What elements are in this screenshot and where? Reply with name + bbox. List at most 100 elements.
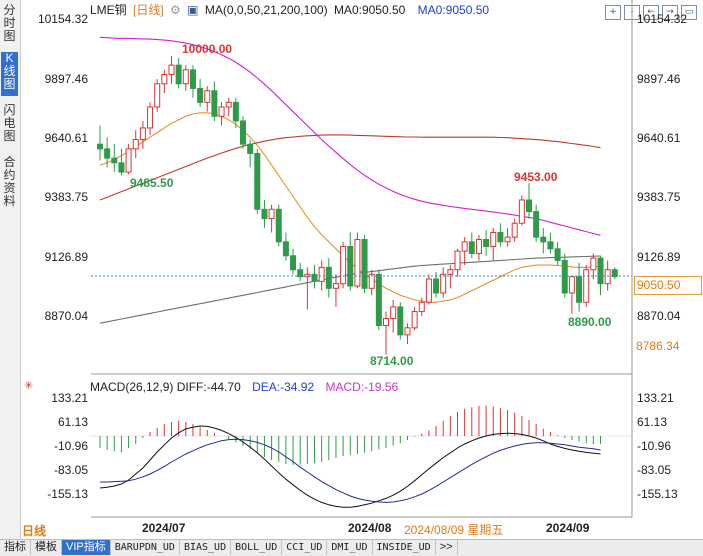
candle-body (597, 257, 604, 285)
candle-body (340, 245, 347, 285)
candle-body (518, 199, 525, 224)
tab-vip-indicators[interactable]: VIP指标 (62, 540, 111, 555)
tab-cci[interactable]: CCI_UD (282, 540, 328, 555)
candle-body (354, 239, 361, 287)
last-price-tag: 9050.50 (634, 276, 702, 295)
candle-body (232, 101, 239, 122)
tab-barupdn[interactable]: BARUPDN_UD (111, 540, 180, 555)
indicator-tab-bar: 指标 模板 VIP指标 BARUPDN_UD BIAS_UD BOLL_UD CCI_UD D… (0, 539, 703, 556)
macd-dea-line (100, 438, 601, 503)
candle-body (247, 143, 254, 154)
candle-body (332, 283, 339, 289)
zoom-in-button[interactable]: + (605, 5, 621, 20)
period-label[interactable]: 日线 (22, 524, 47, 538)
candle-body (568, 276, 575, 294)
tab-bias[interactable]: BIAS_UD (180, 540, 232, 555)
candle-body (268, 208, 275, 220)
x-selected-date: 2024/08/09 星期五 (404, 523, 504, 537)
candle-body (483, 239, 490, 247)
crosshair-icon[interactable]: ✳ (24, 380, 34, 392)
tab-boll[interactable]: BOLL_UD (231, 540, 283, 555)
candle-body (533, 211, 540, 238)
candle-body (440, 273, 447, 294)
candle-body (433, 278, 440, 294)
macd-tick-label: -83.05 (53, 463, 88, 477)
side-tab-bar: 分时图 K线图 闪电图 合约资料 (0, 0, 21, 540)
candle-body (318, 266, 325, 282)
candle-body (211, 90, 218, 117)
annotation-low3: 8890.00 (568, 315, 612, 329)
macd-tick-label-right: 61.13 (637, 415, 668, 429)
tab-kline[interactable]: K线图 (1, 52, 18, 96)
tab-more[interactable]: >> (436, 540, 458, 555)
indicator-icon[interactable]: ▣ (187, 3, 199, 17)
price-tick-label-right: 8870.04 (637, 309, 681, 323)
period-indicator[interactable]: [日线] (133, 3, 164, 17)
tab-timeshare[interactable]: 分时图 (3, 3, 16, 43)
candle-body (161, 73, 168, 85)
scroll-right-button[interactable]: → (662, 5, 678, 20)
macd-tick-label: -10.96 (53, 439, 88, 453)
candle-body (204, 90, 211, 103)
candle-body (225, 101, 232, 108)
tab-contract-info[interactable]: 合约资料 (3, 155, 16, 208)
macd-tick-label: -155.13 (47, 487, 88, 501)
candle-body (240, 120, 246, 145)
price-tick-label-right: 9383.75 (637, 190, 681, 204)
tab-indicators[interactable]: 指标 (0, 540, 31, 555)
candle-body (526, 199, 532, 213)
candle-body (290, 255, 297, 271)
macd-tick-label: 61.13 (57, 415, 88, 429)
candle-body (461, 241, 468, 252)
tab-inside[interactable]: INSIDE_UD (373, 540, 436, 555)
price-tick-label: 10154.32 (37, 12, 88, 26)
candle-body (282, 241, 289, 257)
settings-icon[interactable]: ⚙ (170, 3, 181, 17)
aux-price-label: 8786.34 (636, 339, 680, 353)
candle-body (504, 236, 511, 243)
macd-spec: MACD(26,12,9) (90, 380, 174, 394)
ma-line-darkred (99, 134, 601, 201)
tab-flash[interactable]: 闪电图 (3, 103, 16, 143)
candle-body (189, 69, 196, 89)
tab-dmi[interactable]: DMI_UD (327, 540, 373, 555)
macd-tick-label-right: -10.96 (637, 439, 672, 453)
price-tick-label: 9383.75 (44, 190, 88, 204)
x-tick-label: 2024/09 (546, 521, 590, 535)
candle-body (418, 301, 425, 313)
annotation-low2: 8714.00 (370, 354, 414, 368)
candle-body (297, 269, 304, 278)
scroll-left-button[interactable]: ← (643, 5, 659, 20)
candle-body (390, 306, 397, 320)
candle-body (104, 148, 111, 159)
macd-dea-value: DEA:-34.92 (252, 380, 315, 394)
candle-body (540, 236, 547, 243)
candle-body (125, 148, 132, 173)
candle-body (368, 273, 375, 289)
candle-body (168, 64, 175, 75)
price-tick-label: 8870.04 (44, 309, 88, 323)
annotation-high: 10000.00 (182, 42, 233, 56)
candle-body (404, 327, 411, 336)
maximize-button[interactable]: ▭ (681, 5, 697, 20)
candle-body (182, 69, 189, 85)
candle-body (490, 232, 497, 247)
annotation-peak2: 9453.00 (514, 170, 558, 184)
candle-body (497, 232, 504, 243)
candle-body (197, 87, 204, 103)
x-tick-label: 2024/08 (348, 521, 392, 535)
candle-body (361, 239, 368, 289)
x-tick-label: 2024/07 (142, 521, 186, 535)
macd-diff-value: DIFF:-44.70 (176, 380, 241, 394)
price-tick-label: 9640.61 (44, 131, 88, 145)
tab-templates[interactable]: 模板 (31, 540, 62, 555)
candle-body (97, 143, 103, 150)
candle-body (611, 269, 618, 278)
symbol-name: LME铜 (90, 3, 127, 17)
candle-body (218, 106, 225, 117)
candle-body (132, 139, 139, 150)
candle-body (261, 208, 268, 220)
candle-body (425, 278, 432, 303)
ma0-value-a: MA0:9050.50 (333, 3, 406, 17)
